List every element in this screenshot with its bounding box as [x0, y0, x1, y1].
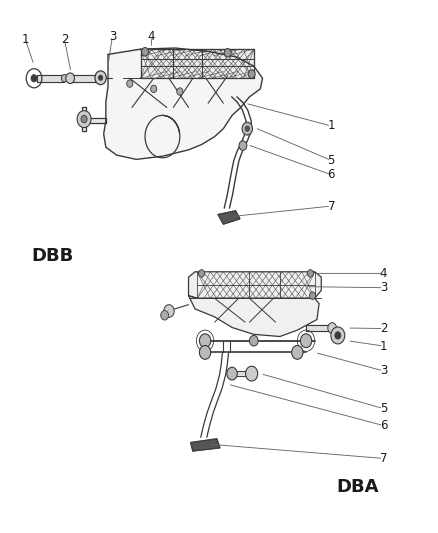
- Text: 5: 5: [328, 154, 335, 167]
- Text: 7: 7: [328, 199, 335, 213]
- Circle shape: [335, 332, 341, 339]
- Circle shape: [292, 345, 303, 359]
- Circle shape: [248, 70, 255, 78]
- Polygon shape: [70, 75, 95, 82]
- Polygon shape: [237, 371, 247, 376]
- Text: 1: 1: [21, 33, 29, 46]
- Polygon shape: [104, 48, 262, 159]
- Circle shape: [127, 80, 133, 87]
- Polygon shape: [306, 325, 332, 331]
- Text: 3: 3: [380, 365, 387, 377]
- Polygon shape: [141, 49, 254, 78]
- Text: 1: 1: [380, 340, 387, 352]
- Circle shape: [199, 334, 211, 348]
- Circle shape: [307, 270, 314, 277]
- Polygon shape: [218, 211, 240, 224]
- Polygon shape: [188, 272, 321, 298]
- Polygon shape: [82, 108, 106, 131]
- Circle shape: [164, 305, 174, 317]
- Text: 5: 5: [380, 402, 387, 415]
- Text: 2: 2: [380, 322, 387, 335]
- Circle shape: [141, 47, 148, 56]
- Polygon shape: [37, 75, 64, 82]
- Circle shape: [227, 367, 237, 380]
- Text: 3: 3: [380, 281, 387, 294]
- Circle shape: [239, 141, 247, 150]
- Circle shape: [245, 126, 250, 131]
- Circle shape: [242, 122, 253, 135]
- Text: DBB: DBB: [32, 247, 74, 265]
- Text: 1: 1: [328, 119, 335, 133]
- Circle shape: [161, 311, 169, 320]
- Circle shape: [246, 366, 258, 381]
- Circle shape: [331, 327, 345, 344]
- Circle shape: [224, 49, 231, 57]
- Circle shape: [310, 292, 316, 300]
- Circle shape: [300, 334, 312, 348]
- Circle shape: [177, 88, 183, 95]
- Text: 6: 6: [328, 168, 335, 181]
- Circle shape: [99, 75, 103, 80]
- Circle shape: [198, 270, 205, 277]
- Circle shape: [77, 111, 91, 127]
- Circle shape: [328, 322, 336, 333]
- Polygon shape: [191, 439, 220, 451]
- Polygon shape: [188, 296, 319, 336]
- Circle shape: [31, 75, 37, 82]
- Circle shape: [81, 115, 87, 123]
- Circle shape: [95, 71, 106, 85]
- Text: 2: 2: [61, 33, 68, 46]
- Text: DBA: DBA: [336, 478, 379, 496]
- Circle shape: [199, 345, 211, 359]
- Circle shape: [61, 75, 67, 82]
- Text: 4: 4: [380, 267, 387, 280]
- Text: 6: 6: [380, 419, 387, 432]
- Text: 3: 3: [109, 30, 116, 43]
- Circle shape: [250, 335, 258, 346]
- Circle shape: [151, 85, 157, 93]
- Text: 7: 7: [380, 452, 387, 465]
- Circle shape: [66, 73, 74, 84]
- Text: 4: 4: [148, 30, 155, 43]
